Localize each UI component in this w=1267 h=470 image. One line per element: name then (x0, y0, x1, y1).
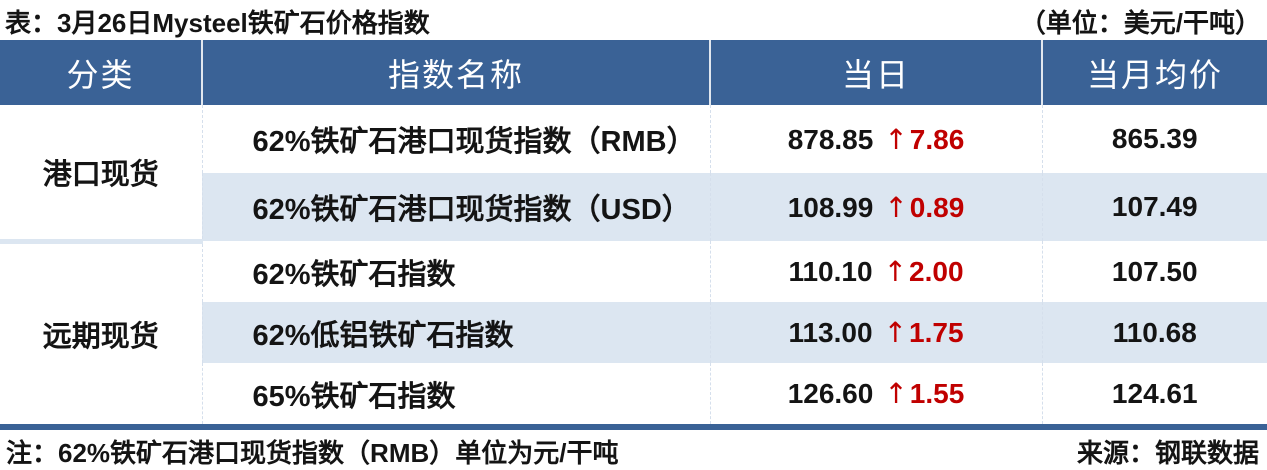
source-label: 来源：钢联数据 (1076, 437, 1259, 468)
table-row: 62%低铝铁矿石指数 113.00 ↑1.75 110.68 (0, 302, 1267, 363)
header-cell-category: 分类 (0, 40, 202, 105)
daily-change: 0.89 (909, 191, 965, 223)
table-row: 65%铁矿石指数 126.60 ↑1.55 124.61 (0, 363, 1267, 424)
daily-change: 1.75 (909, 317, 964, 348)
daily-value: 110.10 (788, 256, 873, 287)
index-name-cell: 65%铁矿石指数 (201, 363, 710, 424)
header-cell-monthly-avg: 当月均价 (1041, 40, 1267, 105)
index-name-cell: 62%低铝铁矿石指数 (201, 302, 710, 363)
index-name-cell: 62%铁矿石港口现货指数（USD） (201, 173, 710, 241)
daily-cell: 110.10 ↑2.00 (709, 241, 1042, 302)
unit-label: （单位：美元/干吨） (1019, 7, 1261, 38)
table-bottom-border (0, 424, 1267, 430)
daily-value: 126.60 (787, 378, 874, 409)
footnote: 注：62%铁矿石港口现货指数（RMB）单位为元/干吨 (6, 437, 619, 468)
monthly-avg-cell: 124.61 (1041, 363, 1267, 424)
daily-change: 7.86 (909, 123, 965, 155)
category-cell-port-spot: 港口现货 (0, 105, 202, 244)
table-row: 港口现货 62%铁矿石港口现货指数（RMB） 878.85 ↑7.86 865.3… (0, 105, 1267, 244)
arrow-up-icon: ↑ (884, 122, 908, 156)
arrow-up-icon: ↑ (884, 190, 908, 224)
category-cell-forward-spot: 远期现货 (0, 241, 202, 424)
header-cell-index-name: 指数名称 (201, 40, 710, 105)
index-name-cell: 62%铁矿石港口现货指数（RMB） (201, 105, 710, 173)
header-row: 分类 指数名称 当日 当月均价 (0, 40, 1267, 105)
price-index-table: 分类 指数名称 当日 当月均价 港口现货 62%铁矿石港口现货指数（RMB） 8… (0, 40, 1267, 424)
daily-cell: 113.00 ↑1.75 (709, 302, 1042, 363)
footer-bar: 注：62%铁矿石港口现货指数（RMB）单位为元/干吨 来源：钢联数据 (0, 430, 1267, 470)
daily-change: 1.55 (909, 378, 965, 409)
daily-value: 878.85 (787, 123, 874, 155)
header-cell-daily: 当日 (709, 40, 1042, 105)
daily-cell: 108.99 ↑0.89 (709, 173, 1042, 241)
table-row: 62%铁矿石港口现货指数（USD） 108.99 ↑0.89 107.49 (0, 173, 1267, 241)
daily-cell: 878.85 ↑7.86 (709, 105, 1042, 173)
arrow-up-icon: ↑ (883, 316, 908, 349)
monthly-avg-cell: 107.49 (1041, 173, 1267, 241)
daily-value: 108.99 (787, 191, 874, 223)
page-title: 表：3月26日Mysteel铁矿石价格指数 (5, 7, 430, 38)
daily-value: 113.00 (788, 317, 873, 348)
monthly-avg-cell: 107.50 (1041, 241, 1267, 302)
title-bar: 表：3月26日Mysteel铁矿石价格指数 （单位：美元/干吨） (0, 0, 1267, 40)
arrow-up-icon: ↑ (883, 255, 908, 288)
monthly-avg-cell: 110.68 (1041, 302, 1267, 363)
monthly-avg-cell: 865.39 (1041, 105, 1267, 173)
arrow-up-icon: ↑ (884, 377, 908, 410)
table-row: 远期现货 62%铁矿石指数 110.10 ↑2.00 107.50 (0, 241, 1267, 424)
index-name-cell: 62%铁矿石指数 (201, 241, 710, 302)
daily-change: 2.00 (909, 256, 964, 287)
daily-cell: 126.60 ↑1.55 (709, 363, 1042, 424)
